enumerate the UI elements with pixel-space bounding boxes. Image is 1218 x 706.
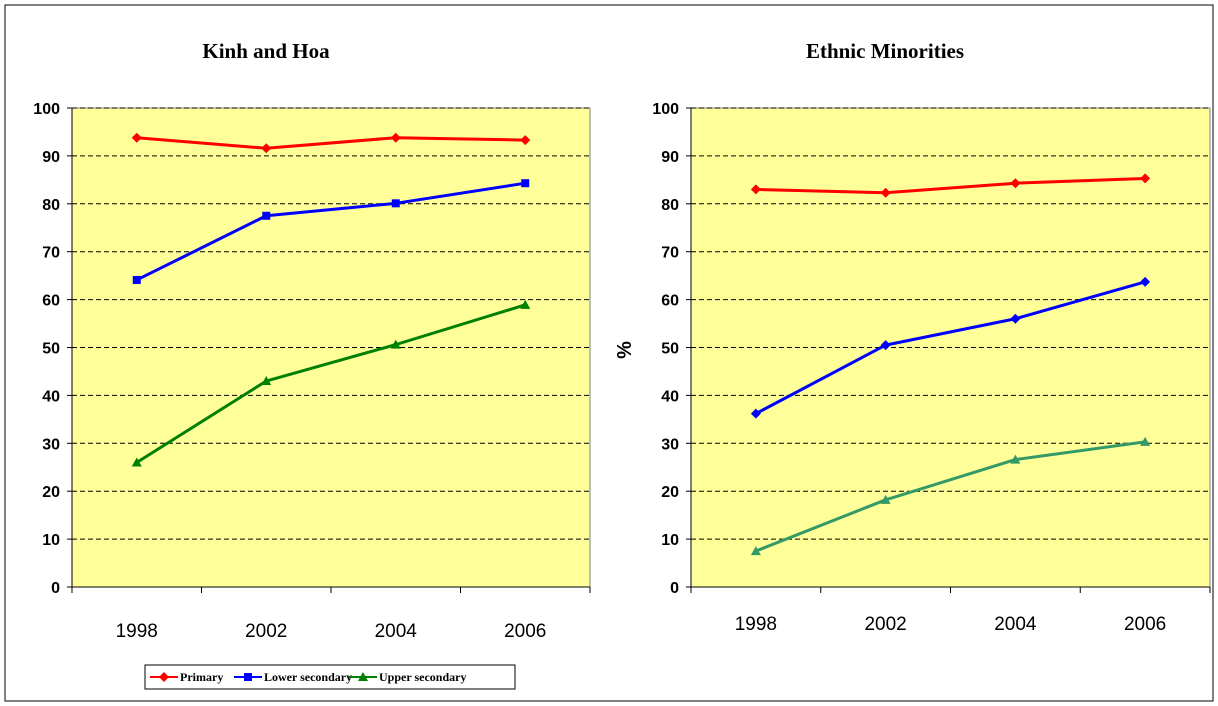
legend-marker-triangle: [358, 672, 368, 681]
data-point: [521, 179, 530, 188]
x-tick-label: 2004: [375, 621, 418, 642]
series-line: [136, 136, 526, 150]
series-lower-secondary: [132, 179, 530, 284]
y-tick-label: 70: [661, 245, 679, 262]
legend-box: [144, 664, 516, 690]
data-point: [750, 546, 761, 556]
data-point: [750, 184, 761, 195]
series-line: [755, 176, 1146, 195]
series-line: [755, 440, 1146, 553]
series-line: [755, 280, 1146, 415]
series-lower-secondary: [750, 276, 1151, 419]
y-tick-label: 20: [661, 484, 679, 501]
y-tick-label: 50: [42, 341, 60, 358]
series-upper-secondary: [131, 299, 531, 467]
y-tick-label: 90: [661, 149, 679, 166]
y-tick-label: 80: [42, 197, 60, 214]
data-point: [1140, 173, 1151, 184]
x-tick-label: 1998: [116, 621, 158, 642]
data-point: [390, 132, 401, 143]
data-point: [131, 457, 142, 467]
y-tick-label: 90: [42, 149, 60, 166]
y-tick-label: 0: [670, 580, 679, 597]
y-tick-label: 50: [661, 341, 679, 358]
plot-area: 0 10 20 30 40 50 60 70 80 90 100 1998 2002 2004 2006: [33, 101, 591, 642]
y-tick-label: 30: [661, 436, 679, 453]
series-line: [136, 181, 526, 282]
data-point: [262, 211, 271, 220]
series-primary: [131, 132, 531, 154]
legend-label: Lower secondary: [264, 670, 352, 684]
y-tick-label: 60: [661, 293, 679, 310]
y-tick-label: 10: [661, 532, 679, 549]
data-point: [1010, 454, 1021, 464]
legend-item-upper-secondary: Upper secondary: [349, 670, 466, 684]
legend-label: Upper secondary: [379, 670, 466, 684]
data-point: [750, 408, 761, 419]
legend: Primary Lower secondary Upper secondary: [144, 664, 516, 690]
chart-ethnic-minorities: Ethnic Minorities % 0 10 20 30 40 50 60 70 80 90 1…: [614, 39, 1211, 635]
y-tick-label: 60: [42, 293, 60, 310]
y-tick-label: 80: [661, 197, 679, 214]
chart-title: Ethnic Minorities: [806, 39, 964, 63]
data-point: [391, 199, 400, 208]
plot-area: 0 10 20 30 40 50 60 70 80 90 100 1998 2002 2004 2006: [652, 101, 1211, 635]
y-tick-label: 30: [42, 436, 60, 453]
x-tick-label: 2006: [1124, 614, 1166, 635]
legend-marker-diamond: [159, 672, 169, 682]
data-point: [1140, 276, 1151, 287]
x-tick-label: 1998: [735, 614, 777, 635]
data-point: [261, 376, 272, 386]
data-point: [520, 299, 531, 309]
data-point: [880, 187, 891, 198]
data-point: [132, 275, 141, 284]
series-primary: [750, 173, 1151, 198]
data-point: [390, 339, 401, 349]
legend-marker-square: [244, 673, 252, 681]
data-point: [1010, 178, 1021, 189]
x-tick-label: 2006: [504, 621, 546, 642]
legend-item-lower-secondary: Lower secondary: [234, 670, 352, 684]
data-point: [520, 135, 531, 146]
data-point: [131, 132, 142, 143]
y-tick-label: 20: [42, 484, 60, 501]
data-point: [1140, 436, 1151, 446]
legend-item-primary: Primary: [150, 670, 223, 684]
y-tick-label: 70: [42, 245, 60, 262]
chart-title: Kinh and Hoa: [202, 39, 330, 63]
data-point: [261, 143, 272, 154]
data-point: [1010, 313, 1021, 324]
data-point: [880, 494, 891, 504]
y-tick-label: 100: [652, 101, 679, 118]
x-tick-label: 2004: [994, 614, 1037, 635]
y-tick-label: 10: [42, 532, 60, 549]
y-axis-label: %: [614, 341, 636, 359]
legend-label: Primary: [180, 670, 223, 684]
y-tick-label: 40: [42, 388, 60, 405]
series-upper-secondary: [750, 436, 1151, 556]
y-tick-label: 100: [33, 101, 60, 118]
y-tick-label: 40: [661, 388, 679, 405]
y-tick-label: 0: [51, 580, 60, 597]
x-tick-label: 2002: [245, 621, 287, 642]
x-tick-label: 2002: [864, 614, 906, 635]
series-line: [135, 303, 526, 464]
data-point: [880, 340, 891, 351]
chart-kinh-and-hoa: Kinh and Hoa 0 10 20 30 40 50 60 70 80 90 100 1998 2…: [33, 39, 591, 642]
